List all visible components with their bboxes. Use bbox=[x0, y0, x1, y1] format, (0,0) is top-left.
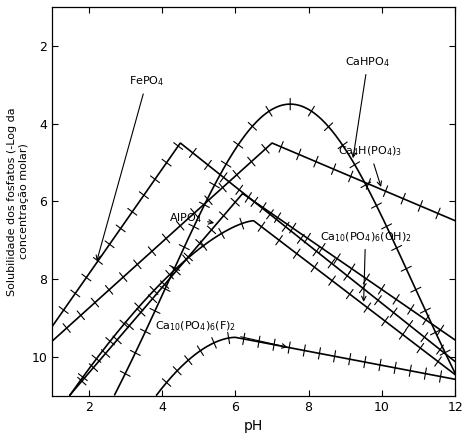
Y-axis label: Solubilidade dos fosfatos (-Log da
concentração molar): Solubilidade dos fosfatos (-Log da conce… bbox=[7, 107, 29, 296]
Text: Ca$_{10}$(PO$_4$)$_6$(F)$_2$: Ca$_{10}$(PO$_4$)$_6$(F)$_2$ bbox=[155, 320, 286, 348]
Text: Ca$_{10}$(PO$_4$)$_6$(OH)$_2$: Ca$_{10}$(PO$_4$)$_6$(OH)$_2$ bbox=[320, 231, 411, 301]
Text: CaHPO$_4$: CaHPO$_4$ bbox=[345, 55, 390, 157]
Text: AlPO$_4$: AlPO$_4$ bbox=[169, 211, 213, 224]
Text: Ca$_4$H(PO$_4$)$_3$: Ca$_4$H(PO$_4$)$_3$ bbox=[338, 145, 402, 186]
Text: FePO$_4$: FePO$_4$ bbox=[96, 75, 164, 260]
X-axis label: pH: pH bbox=[244, 419, 263, 433]
